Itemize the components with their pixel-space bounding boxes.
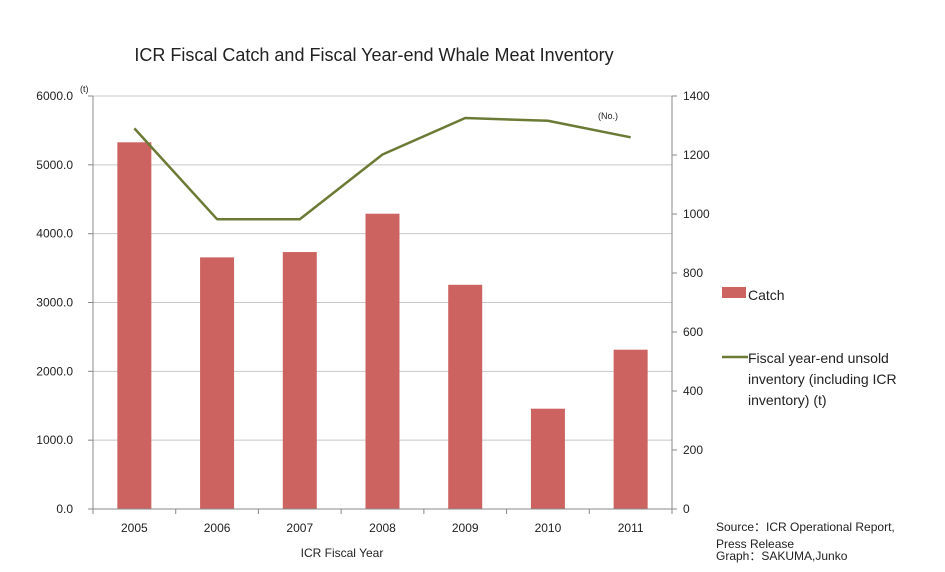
left-axis-unit: (t) (80, 84, 89, 94)
x-tick-label: 2006 (204, 521, 231, 535)
legend: Catch Fiscal year-end unsold inventory (in… (722, 287, 897, 408)
x-axis-label: ICR Fiscal Year (301, 546, 384, 560)
catch-bars (117, 142, 648, 509)
source-note: Source：ICR Operational Report, Press Rele… (716, 520, 895, 563)
right-tick-label: 0 (683, 502, 690, 516)
catch-bar (365, 213, 400, 509)
left-axis-ticks: 0.0 1000.0 2000.0 3000.0 4000.0 5000.0 6000.0 (36, 89, 93, 516)
catch-bar (200, 257, 235, 509)
right-tick-label: 1400 (683, 89, 710, 103)
left-tick-label: 3000.0 (36, 296, 73, 310)
chart-title: ICR Fiscal Catch and Fiscal Year-end Wha… (134, 45, 613, 65)
left-tick-label: 0.0 (56, 502, 73, 516)
inventory-line (133, 116, 631, 221)
right-tick-label: 800 (683, 266, 703, 280)
right-tick-label: 1200 (683, 148, 710, 162)
inventory-line-path (133, 116, 631, 221)
left-tick-label: 2000.0 (36, 364, 73, 378)
right-axis-unit: (No.) (598, 111, 618, 121)
x-tick-label: 2007 (286, 521, 313, 535)
legend-catch-swatch (722, 287, 746, 298)
catch-bar (117, 142, 152, 509)
right-tick-label: 200 (683, 443, 703, 457)
x-axis-ticks: 2005 2006 2007 2008 2009 2010 2011 (92, 509, 673, 535)
left-tick-label: 4000.0 (36, 227, 73, 241)
right-tick-label: 400 (683, 384, 703, 398)
x-tick-label: 2005 (121, 521, 148, 535)
source-text: Source：ICR Operational Report, Press Rele… (716, 520, 895, 563)
left-tick-label: 1000.0 (36, 433, 73, 447)
x-tick-label: 2008 (369, 521, 396, 535)
catch-bar (448, 284, 483, 509)
catch-bar (282, 252, 317, 509)
legend-inventory-label: Fiscal year-end unsold inventory (includi… (748, 350, 897, 408)
catch-bar (530, 408, 565, 509)
x-tick-label: 2010 (535, 521, 562, 535)
left-tick-label: 6000.0 (36, 89, 73, 103)
right-axis-ticks: 0 200 400 600 800 1000 1200 1400 (672, 89, 710, 516)
x-tick-label: 2009 (452, 521, 479, 535)
right-tick-label: 600 (683, 325, 703, 339)
catch-bar (613, 349, 648, 509)
legend-catch-label: Catch (748, 287, 785, 303)
right-tick-label: 1000 (683, 207, 710, 221)
x-tick-label: 2011 (618, 521, 644, 535)
left-tick-label: 5000.0 (36, 158, 73, 172)
